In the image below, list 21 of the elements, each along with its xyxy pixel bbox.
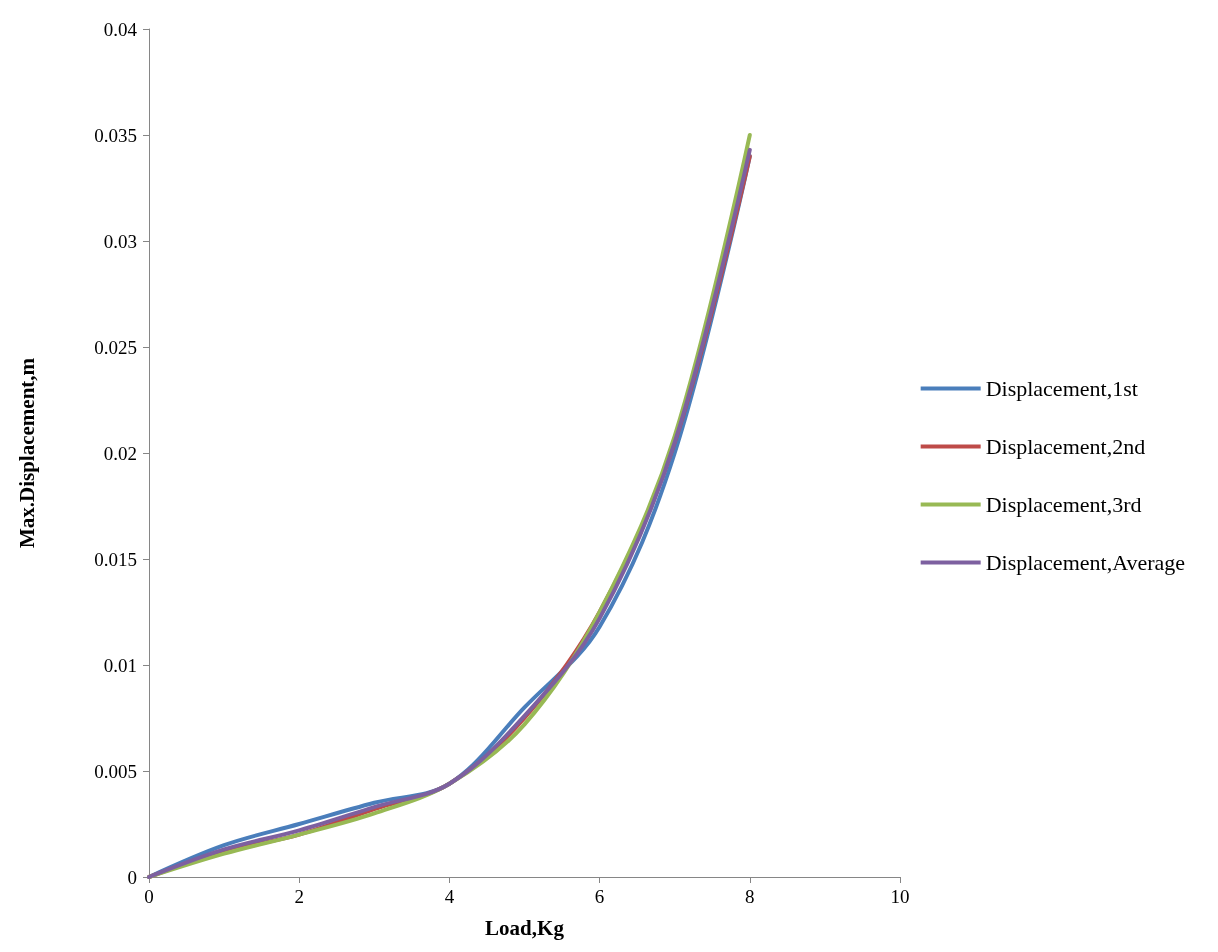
x-tick-label: 8 bbox=[745, 886, 755, 907]
y-tick-label: 0.03 bbox=[103, 230, 137, 252]
x-axis-title: Load,Kg bbox=[485, 915, 565, 940]
y-tick-label: 0.005 bbox=[94, 760, 137, 782]
y-tick-label: 0.01 bbox=[103, 654, 137, 676]
x-tick-label: 4 bbox=[444, 886, 455, 907]
x-tick-label: 2 bbox=[294, 886, 304, 907]
x-tick-label: 0 bbox=[144, 886, 154, 907]
legend-label: Displacement,3rd bbox=[985, 492, 1142, 517]
legend-label: Displacement,Average bbox=[985, 550, 1186, 575]
y-axis-title: Max.Displacement,m bbox=[14, 357, 39, 549]
y-tick-label: 0.025 bbox=[94, 336, 137, 358]
legend-label: Displacement,1st bbox=[985, 376, 1138, 401]
x-tick-label: 10 bbox=[890, 886, 910, 907]
y-tick-label: 0.04 bbox=[103, 18, 138, 40]
y-tick-label: 0.02 bbox=[103, 442, 137, 464]
legend-label: Displacement,2nd bbox=[985, 434, 1146, 459]
y-tick-label: 0.035 bbox=[94, 124, 137, 146]
y-tick-label: 0 bbox=[127, 866, 137, 888]
x-tick-label: 6 bbox=[594, 886, 605, 907]
y-tick-label: 0.015 bbox=[94, 548, 137, 570]
